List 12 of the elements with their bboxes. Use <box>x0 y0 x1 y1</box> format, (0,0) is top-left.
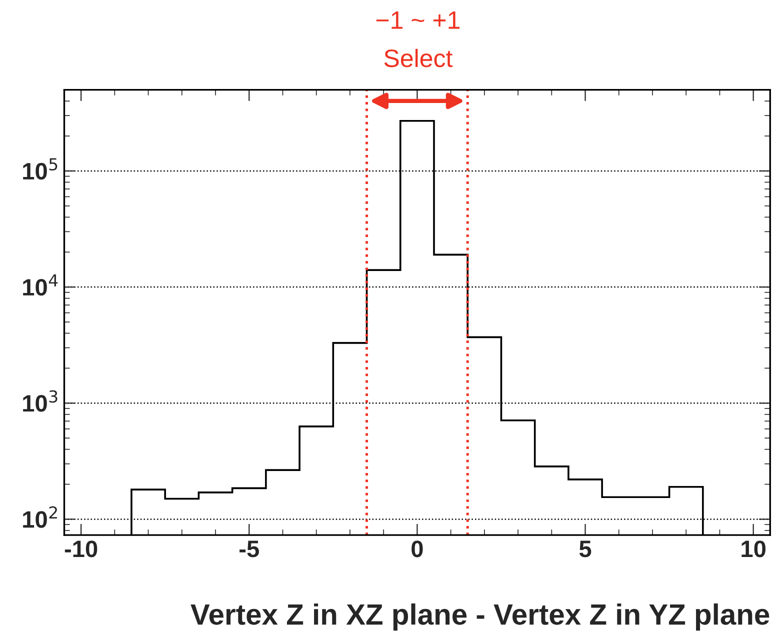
x-tick-label: -10 <box>64 540 98 558</box>
x-tick-label: 0 <box>412 540 423 558</box>
text: −1 ~ +1 <box>376 12 460 29</box>
x-tick-label: -5 <box>240 540 259 558</box>
y-tick-label: 10$^{5}$ <box>23 158 58 180</box>
x-axis-title: Vertex Z in XZ plane - Vertex Z in YZ plane <box>190 603 770 631</box>
y-tick-label: 10$^{2}$ <box>23 506 57 528</box>
y-tick-label: 10$^{3}$ <box>23 390 58 412</box>
y-tick-label: 10$^{4}$ <box>23 274 58 296</box>
x-tick-label: 5 <box>579 540 592 558</box>
x-tick-label: 10 <box>742 540 766 558</box>
text: Select <box>384 48 453 68</box>
